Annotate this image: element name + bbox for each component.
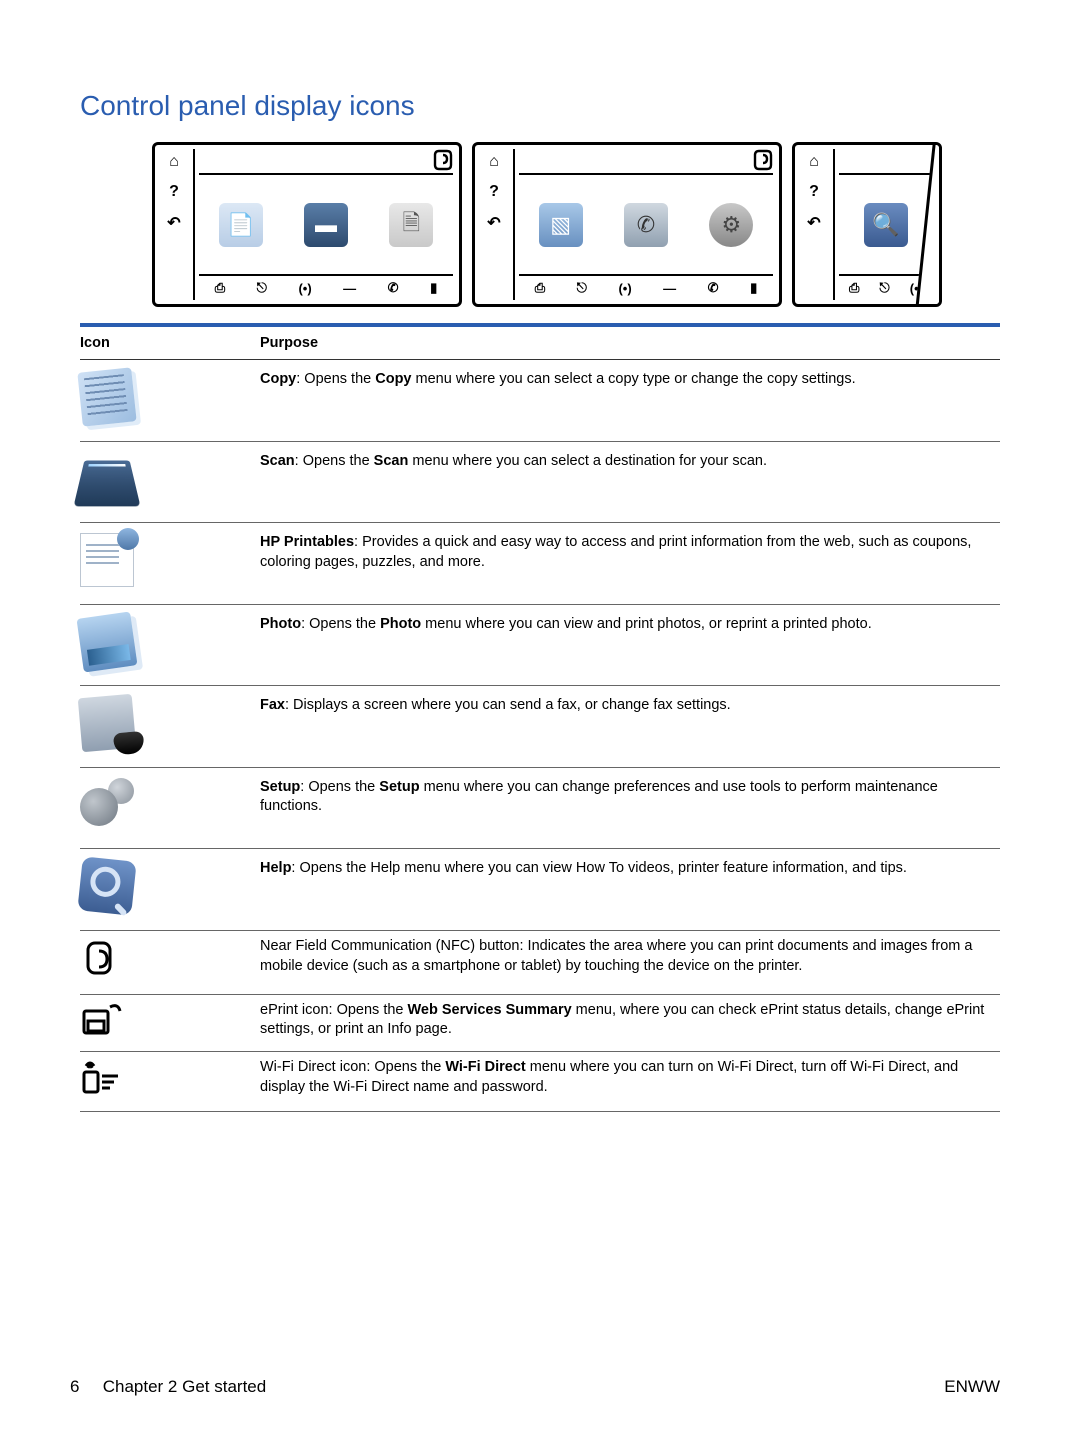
help-icon: ? — [481, 183, 507, 201]
eprint-icon: ⎙ — [215, 280, 225, 296]
purpose-cell: Photo: Opens the Photo menu where you ca… — [260, 604, 1000, 686]
scan-icon — [74, 460, 141, 506]
purpose-cell: Near Field Communication (NFC) button: I… — [260, 930, 1000, 994]
table-row: Setup: Opens the Setup menu where you ca… — [80, 767, 1000, 849]
photo-icon: ▧ — [539, 203, 583, 247]
scan-icon: ▬ — [304, 203, 348, 247]
ink-icon: ▮ — [430, 280, 437, 296]
eprint-icon: ⎙ — [535, 280, 545, 296]
table-row: ePrint icon: Opens the Web Services Summ… — [80, 994, 1000, 1052]
fax-icon — [78, 694, 137, 753]
screen-3: ⌂ ? ↶ 🔍 ⎙ ⎋ (•) — [792, 142, 942, 307]
photo-icon — [77, 611, 138, 672]
table-row: Scan: Opens the Scan menu where you can … — [80, 441, 1000, 523]
eco-icon: — — [663, 281, 676, 296]
page-footer: 6 Chapter 2 Get started ENWW — [70, 1377, 1000, 1397]
home-icon: ⌂ — [801, 153, 827, 171]
ink-icon: ▮ — [750, 280, 757, 296]
purpose-cell: Fax: Displays a screen where you can sen… — [260, 686, 1000, 768]
icon-cell — [80, 767, 260, 849]
table-row: HP Printables: Provides a quick and easy… — [80, 523, 1000, 605]
icon-table: Icon Purpose Copy: Opens the Copy menu w… — [80, 327, 1000, 1112]
icon-cell — [80, 523, 260, 605]
copy-icon: 📄 — [219, 203, 263, 247]
page-title: Control panel display icons — [80, 90, 1000, 122]
fax-status-icon: ✆ — [388, 280, 399, 296]
table-row: Wi-Fi Direct icon: Opens the Wi-Fi Direc… — [80, 1052, 1000, 1112]
wireless-icon: (•) — [298, 281, 311, 296]
table-row: Photo: Opens the Photo menu where you ca… — [80, 604, 1000, 686]
screen-1: ⌂ ? ↶ 📄 ▬ 🗎 ⎙ ⎋ (•) — ✆ ▮ — [152, 142, 462, 307]
col-icon: Icon — [80, 327, 260, 360]
wifidirect-icon: ⎋ — [577, 280, 587, 296]
printables-icon: 🗎 — [389, 203, 433, 247]
screen-2: ⌂ ? ↶ ▧ ✆ ⚙ ⎙ ⎋ (•) — ✆ ▮ — [472, 142, 782, 307]
back-icon: ↶ — [161, 213, 187, 233]
purpose-cell: Copy: Opens the Copy menu where you can … — [260, 360, 1000, 442]
nfc-icon — [80, 937, 120, 981]
icon-cell — [80, 930, 260, 994]
icon-cell — [80, 849, 260, 931]
help-icon: ? — [801, 183, 827, 201]
wifidirect-icon: ⎋ — [257, 280, 267, 296]
eprint-icon — [80, 1001, 124, 1039]
help-icon — [77, 857, 136, 916]
icon-cell — [80, 1052, 260, 1112]
home-icon: ⌂ — [161, 153, 187, 171]
home-icon: ⌂ — [481, 153, 507, 171]
icon-cell — [80, 360, 260, 442]
purpose-cell: Setup: Opens the Setup menu where you ca… — [260, 767, 1000, 849]
setup-icon — [80, 778, 134, 832]
help-icon: ? — [161, 183, 187, 201]
page-number: 6 — [70, 1377, 98, 1397]
icon-cell — [80, 604, 260, 686]
purpose-cell: Help: Opens the Help menu where you can … — [260, 849, 1000, 931]
nfc-icon — [753, 149, 773, 179]
table-row: Near Field Communication (NFC) button: I… — [80, 930, 1000, 994]
icon-cell — [80, 686, 260, 768]
table-row: Fax: Displays a screen where you can sen… — [80, 686, 1000, 768]
back-icon: ↶ — [481, 213, 507, 233]
setup-icon: ⚙ — [709, 203, 753, 247]
purpose-cell: Wi-Fi Direct icon: Opens the Wi-Fi Direc… — [260, 1052, 1000, 1112]
chapter-label: Chapter 2 Get started — [103, 1377, 266, 1396]
icon-cell — [80, 441, 260, 523]
fax-status-icon: ✆ — [708, 280, 719, 296]
wifidirect-icon — [80, 1058, 124, 1098]
table-row: Copy: Opens the Copy menu where you can … — [80, 360, 1000, 442]
help-app-icon: 🔍 — [864, 203, 908, 247]
purpose-cell: Scan: Opens the Scan menu where you can … — [260, 441, 1000, 523]
printables-icon — [80, 533, 134, 587]
back-icon: ↶ — [801, 213, 827, 233]
icon-cell — [80, 994, 260, 1052]
col-purpose: Purpose — [260, 327, 1000, 360]
control-panel-screens: ⌂ ? ↶ 📄 ▬ 🗎 ⎙ ⎋ (•) — ✆ ▮ — [152, 142, 1000, 307]
wireless-icon: (•) — [618, 281, 631, 296]
nfc-icon — [433, 149, 453, 179]
purpose-cell: ePrint icon: Opens the Web Services Summ… — [260, 994, 1000, 1052]
eprint-icon: ⎙ — [849, 280, 859, 296]
table-row: Help: Opens the Help menu where you can … — [80, 849, 1000, 931]
wifidirect-icon: ⎋ — [879, 280, 889, 296]
wireless-icon: (•) — [910, 281, 923, 296]
purpose-cell: HP Printables: Provides a quick and easy… — [260, 523, 1000, 605]
fax-icon: ✆ — [624, 203, 668, 247]
copy-icon — [77, 367, 136, 426]
eco-icon: — — [343, 281, 356, 296]
lang-code: ENWW — [944, 1377, 1000, 1397]
